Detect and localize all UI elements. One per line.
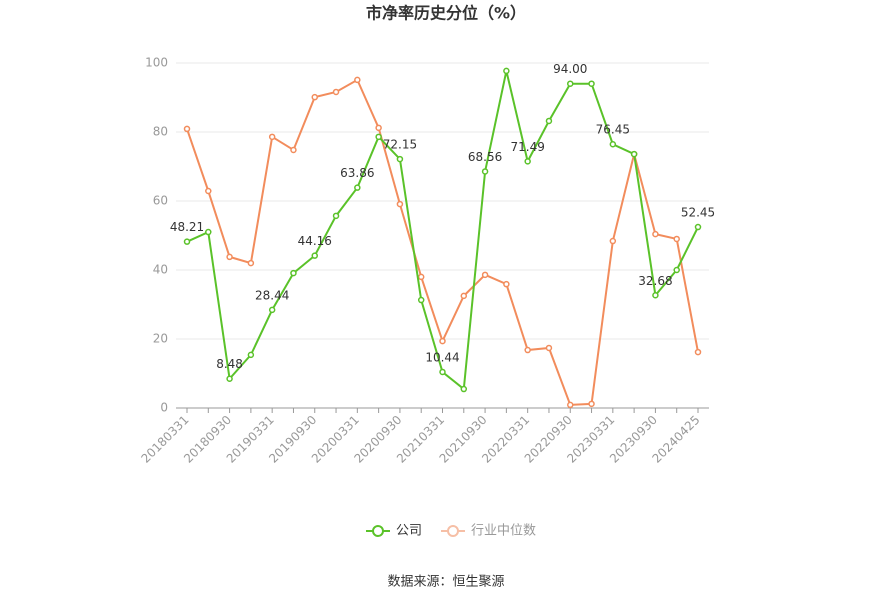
data-point bbox=[503, 280, 510, 288]
data-point bbox=[630, 150, 638, 158]
source: 数据来源：恒生聚源 bbox=[387, 575, 504, 590]
data-point bbox=[354, 184, 361, 191]
data-point bbox=[460, 385, 468, 393]
data-point bbox=[354, 76, 361, 84]
data-point bbox=[183, 125, 191, 133]
data-point bbox=[673, 235, 680, 243]
data-point bbox=[503, 67, 510, 75]
data-point bbox=[290, 146, 297, 154]
data-point bbox=[205, 228, 212, 236]
data-point bbox=[652, 230, 659, 238]
data-point bbox=[609, 237, 617, 245]
data-point bbox=[673, 266, 680, 274]
data-point bbox=[417, 296, 425, 304]
data-point bbox=[375, 133, 382, 141]
legend-marker bbox=[372, 525, 384, 537]
data-point bbox=[439, 337, 446, 345]
data-point bbox=[226, 253, 233, 261]
data-point bbox=[481, 168, 489, 175]
data-label: 68.56 bbox=[468, 150, 502, 164]
data-point bbox=[567, 80, 574, 87]
y-tick-label: 0 bbox=[160, 401, 168, 415]
y-tick-label: 80 bbox=[153, 125, 168, 139]
legend-label: 行业中位数 bbox=[471, 524, 536, 539]
y-tick-label: 40 bbox=[153, 263, 168, 277]
data-point bbox=[417, 273, 425, 281]
data-point bbox=[332, 212, 340, 220]
legend-marker bbox=[447, 525, 459, 537]
data-point bbox=[567, 401, 574, 409]
data-label: 76.45 bbox=[596, 123, 630, 137]
data-point bbox=[694, 348, 702, 356]
legend-label: 公司 bbox=[396, 524, 422, 539]
data-label: 94.00 bbox=[553, 62, 587, 76]
data-point bbox=[247, 259, 255, 267]
data-label: 71.49 bbox=[510, 140, 544, 154]
data-point bbox=[545, 117, 553, 125]
data-point bbox=[545, 344, 553, 352]
data-point bbox=[481, 271, 489, 279]
data-point bbox=[524, 158, 531, 165]
data-label: 52.45 bbox=[681, 206, 715, 220]
data-label: 28.44 bbox=[255, 288, 289, 302]
data-point bbox=[183, 238, 191, 245]
data-point bbox=[290, 269, 297, 277]
data-point bbox=[247, 351, 255, 359]
data-point bbox=[205, 187, 212, 195]
data-point bbox=[226, 375, 233, 382]
data-label: 63.86 bbox=[340, 166, 374, 180]
data-point bbox=[268, 306, 276, 314]
data-point bbox=[396, 200, 404, 208]
data-label: 44.16 bbox=[298, 234, 332, 248]
data-point bbox=[588, 400, 595, 408]
data-point bbox=[396, 155, 404, 163]
data-point bbox=[609, 140, 617, 148]
data-point bbox=[311, 252, 318, 259]
chart-title: 市净率历史分位（%） bbox=[366, 4, 526, 23]
data-point bbox=[524, 346, 531, 354]
data-label: 72.15 bbox=[383, 138, 417, 152]
data-label: 8.48 bbox=[216, 357, 243, 371]
data-point bbox=[268, 133, 276, 141]
data-point bbox=[460, 292, 468, 300]
y-tick-label: 100 bbox=[145, 56, 168, 70]
data-point bbox=[652, 292, 659, 299]
data-point bbox=[311, 93, 318, 101]
y-tick-label: 20 bbox=[153, 332, 168, 346]
data-label: 48.21 bbox=[170, 220, 204, 234]
y-tick-label: 60 bbox=[153, 194, 168, 208]
data-label: 10.44 bbox=[425, 350, 459, 364]
data-point bbox=[332, 88, 340, 96]
data-point bbox=[439, 368, 446, 376]
data-point bbox=[588, 80, 595, 87]
data-point bbox=[375, 124, 382, 132]
data-point bbox=[694, 223, 702, 231]
data-label: 32.68 bbox=[638, 274, 672, 288]
